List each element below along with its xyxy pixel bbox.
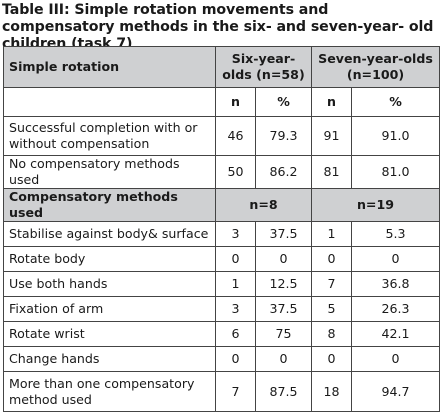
cell-n-six: 7 [215, 371, 256, 412]
cell-pct-seven: 5.3 [351, 221, 440, 247]
cell-n-seven: 18 [311, 371, 352, 412]
cell-pct-six: 86.2 [255, 155, 312, 189]
row-label: Stabilise against body& surface [3, 221, 216, 247]
subheader-pct-six: % [255, 87, 312, 117]
table-row: Change hands 0 0 0 0 [3, 346, 440, 372]
row-label: More than one compensatory method used [3, 371, 216, 412]
cell-n-six: 1 [215, 271, 256, 297]
subheader-blank [3, 87, 216, 117]
cell-pct-six: 37.5 [255, 296, 312, 322]
cell-n-seven: 1 [311, 221, 352, 247]
cell-pct-seven: 94.7 [351, 371, 440, 412]
table-row: Successful completion with or without co… [3, 116, 440, 156]
table-row: Rotate body 0 0 0 0 [3, 246, 440, 272]
row-label: Rotate wrist [3, 321, 216, 347]
cell-pct-seven: 36.8 [351, 271, 440, 297]
cell-n-six: 0 [215, 246, 256, 272]
cell-n-seven: 91 [311, 116, 352, 156]
subheader-n-seven: n [311, 87, 352, 117]
cell-pct-seven: 42.1 [351, 321, 440, 347]
row-label: No compensatory methods used [3, 155, 216, 189]
cell-pct-six: 0 [255, 346, 312, 372]
cell-n-six: 6 [215, 321, 256, 347]
cell-n-seven: 5 [311, 296, 352, 322]
section-label: Compensatory methods used [3, 188, 216, 222]
cell-n-six: 50 [215, 155, 256, 189]
cell-n-seven: 8 [311, 321, 352, 347]
cell-n-six: 3 [215, 296, 256, 322]
header-label: Simple rotation [3, 46, 216, 88]
row-label: Rotate body [3, 246, 216, 272]
table-row: Rotate wrist 6 75 8 42.1 [3, 321, 440, 347]
cell-pct-seven: 81.0 [351, 155, 440, 189]
cell-n-six: 46 [215, 116, 256, 156]
section-group-six: n=8 [215, 188, 312, 222]
cell-pct-seven: 0 [351, 346, 440, 372]
row-label: Successful completion with or without co… [3, 116, 216, 156]
cell-n-seven: 81 [311, 155, 352, 189]
table-row: Use both hands 1 12.5 7 36.8 [3, 271, 440, 297]
section-group-seven: n=19 [311, 188, 440, 222]
section-header-row: Compensatory methods used n=8 n=19 [3, 188, 440, 222]
cell-n-six: 0 [215, 346, 256, 372]
cell-n-six: 3 [215, 221, 256, 247]
table-header-row: Simple rotation Six-year-olds (n=58) Sev… [3, 46, 440, 88]
cell-pct-six: 0 [255, 246, 312, 272]
table-row: Fixation of arm 3 37.5 5 26.3 [3, 296, 440, 322]
cell-pct-six: 37.5 [255, 221, 312, 247]
cell-pct-six: 75 [255, 321, 312, 347]
table-row: No compensatory methods used 50 86.2 81 … [3, 155, 440, 189]
cell-pct-seven: 0 [351, 246, 440, 272]
subheader-pct-seven: % [351, 87, 440, 117]
table-row: Stabilise against body& surface 3 37.5 1… [3, 221, 440, 247]
cell-pct-six: 12.5 [255, 271, 312, 297]
subheader-n-six: n [215, 87, 256, 117]
header-group-seven: Seven-year-olds (n=100) [311, 46, 440, 88]
row-label: Change hands [3, 346, 216, 372]
results-table: Simple rotation Six-year-olds (n=58) Sev… [3, 46, 440, 412]
cell-n-seven: 0 [311, 346, 352, 372]
row-label: Fixation of arm [3, 296, 216, 322]
cell-pct-six: 79.3 [255, 116, 312, 156]
cell-pct-seven: 91.0 [351, 116, 440, 156]
header-group-six: Six-year-olds (n=58) [215, 46, 312, 88]
table-subheader-row: n % n % [3, 87, 440, 117]
table-row: More than one compensatory method used 7… [3, 371, 440, 412]
cell-n-seven: 7 [311, 271, 352, 297]
cell-pct-six: 87.5 [255, 371, 312, 412]
cell-n-seven: 0 [311, 246, 352, 272]
row-label: Use both hands [3, 271, 216, 297]
cell-pct-seven: 26.3 [351, 296, 440, 322]
